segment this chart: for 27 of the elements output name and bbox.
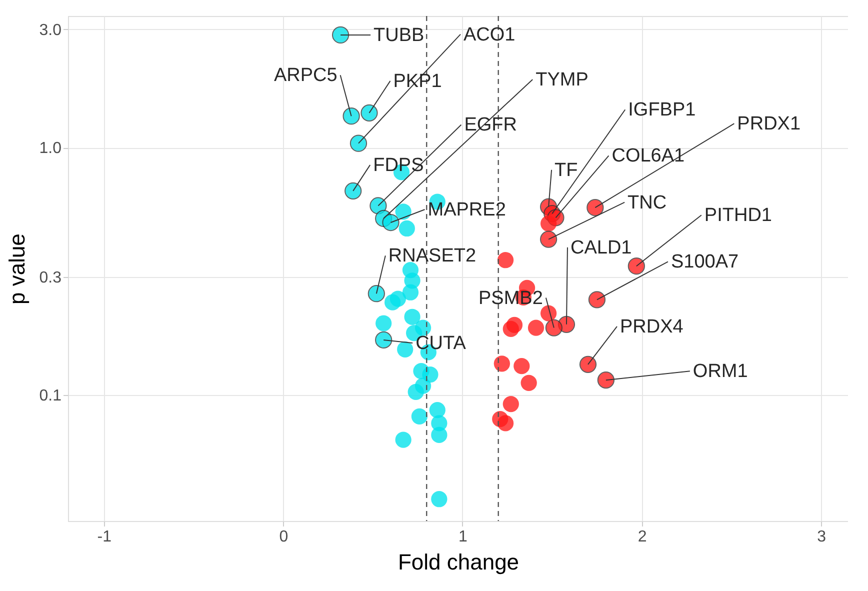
annotation: TNC — [628, 192, 667, 214]
y-tick-label: 1.0 — [39, 140, 62, 158]
x-axis-title: Fold change — [398, 550, 520, 574]
annotation: TYMP — [536, 69, 588, 90]
annotation: RNASET2 — [388, 246, 476, 267]
annotation: S100A7 — [670, 252, 739, 273]
y-tick-label: 0.3 — [39, 269, 62, 286]
annotation: PRDX1 — [737, 114, 801, 135]
y-axis-title: p value — [4, 234, 30, 304]
annotation: ACO1 — [463, 24, 516, 46]
annotation: IGFBP1 — [628, 100, 696, 121]
annotation: TF — [554, 160, 578, 181]
annotation: PRDX4 — [620, 316, 684, 338]
x-tick-label: 0 — [279, 528, 288, 546]
y-tick-label: 0.1 — [39, 388, 62, 405]
annotation: PITHD1 — [704, 205, 772, 226]
annotation: ARPC5 — [274, 65, 338, 86]
annotation: CALD1 — [570, 237, 632, 258]
x-tick-label: 2 — [638, 528, 647, 546]
annotation: COL6A1 — [612, 146, 685, 167]
annotation: TUBB — [374, 24, 424, 46]
x-tick-label: 3 — [817, 528, 826, 546]
x-tick-label: -1 — [97, 528, 112, 546]
annotation: MAPRE2 — [428, 200, 506, 221]
x-tick-label: 1 — [458, 528, 468, 546]
annotation: ORM1 — [692, 361, 748, 382]
y-tick-label: 3.0 — [39, 22, 62, 39]
